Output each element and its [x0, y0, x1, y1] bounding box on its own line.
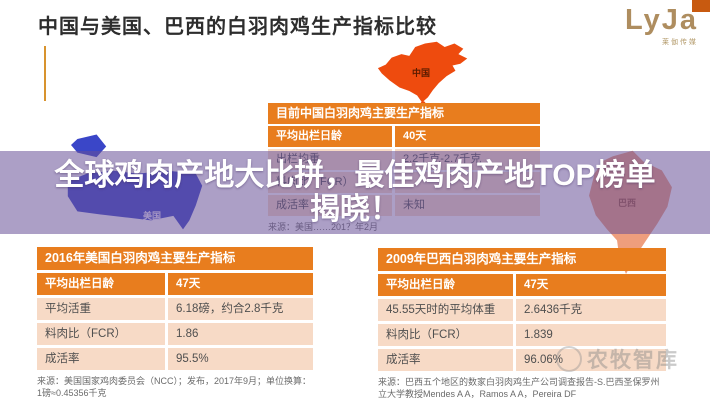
row-label: 平均活重 — [37, 298, 165, 320]
row-label: 料肉比（FCR） — [37, 323, 165, 345]
row-label: 成活率 — [378, 349, 513, 371]
usa-table-header: 2016年美国白羽肉鸡主要生产指标 — [37, 247, 313, 270]
table-row: 成活率 95.5% — [37, 348, 313, 370]
row-value: 95.5% — [168, 348, 313, 370]
lyja-logo-subtext: 莱伽传媒 — [662, 39, 698, 46]
china-map: 中国 — [372, 40, 480, 106]
table-row: 成活率 96.06% — [378, 349, 666, 371]
row-value: 6.18磅，约合2.8千克 — [168, 298, 313, 320]
corner-accent-square — [692, 0, 710, 12]
headline-line1: 全球鸡肉产地大比拼，最佳鸡肉产地TOP榜单 — [54, 158, 656, 192]
table-row: 平均出栏日龄 47天 — [37, 273, 313, 295]
watermark-text: 农牧智库 — [587, 349, 679, 372]
lyja-logo-text: LyJa — [624, 4, 698, 36]
table-row: 45.55天时的平均体重 2.6436千克 — [378, 299, 666, 321]
table-row: 平均出栏日龄 40天 — [268, 126, 540, 147]
row-value: 1.86 — [168, 323, 313, 345]
row-label: 平均出栏日龄 — [378, 274, 513, 296]
timeline-rule — [44, 46, 46, 101]
headline-line2: 揭晓！ — [310, 192, 400, 226]
row-label: 平均出栏日龄 — [37, 273, 165, 295]
table-row: 平均出栏日龄 47天 — [378, 274, 666, 296]
watermark: 农牧智库 — [556, 344, 679, 374]
row-label: 料肉比（FCR） — [378, 324, 513, 346]
usa-table-source: 来源：美国国家鸡肉委员会（NCC）；发布，2017年9月；单位换算：1磅≈0.4… — [37, 376, 312, 399]
row-value: 47天 — [516, 274, 666, 296]
brazil-table-header: 2009年巴西白羽肉鸡主要生产指标 — [378, 248, 666, 271]
row-label: 45.55天时的平均体重 — [378, 299, 513, 321]
headline-overlay-banner: 全球鸡肉产地大比拼，最佳鸡肉产地TOP榜单 揭晓！ — [0, 151, 710, 234]
row-label: 平均出栏日龄 — [268, 126, 392, 147]
china-table-header: 目前中国白羽肉鸡主要生产指标 — [268, 103, 540, 124]
row-value: 96.06% — [516, 349, 666, 371]
brazil-table-source: 来源：巴西五个地区的数家白羽肉鸡生产公司调查报告-S.巴西圣保罗州立大学教授Me… — [378, 377, 660, 400]
usa-indicators-table: 2016年美国白羽肉鸡主要生产指标 平均出栏日龄 47天 平均活重 6.18磅，… — [37, 247, 313, 399]
row-value: 1.839 — [516, 324, 666, 346]
lyja-logo: LyJa 莱伽传媒 — [625, 6, 698, 47]
table-row: 平均活重 6.18磅，约合2.8千克 — [37, 298, 313, 320]
china-map-shape — [377, 41, 468, 103]
table-row: 料肉比（FCR） 1.839 — [378, 324, 666, 346]
row-label: 成活率 — [37, 348, 165, 370]
brazil-indicators-table: 2009年巴西白羽肉鸡主要生产指标 平均出栏日龄 47天 45.55天时的平均体… — [378, 248, 666, 400]
row-value: 40天 — [395, 126, 540, 147]
row-value: 47天 — [168, 273, 313, 295]
row-value: 2.6436千克 — [516, 299, 666, 321]
table-row: 料肉比（FCR） 1.86 — [37, 323, 313, 345]
china-map-label: 中国 — [412, 68, 431, 78]
page-title: 中国与美国、巴西的白羽肉鸡生产指标比较 — [38, 16, 437, 38]
watermark-logo-icon — [556, 346, 582, 372]
